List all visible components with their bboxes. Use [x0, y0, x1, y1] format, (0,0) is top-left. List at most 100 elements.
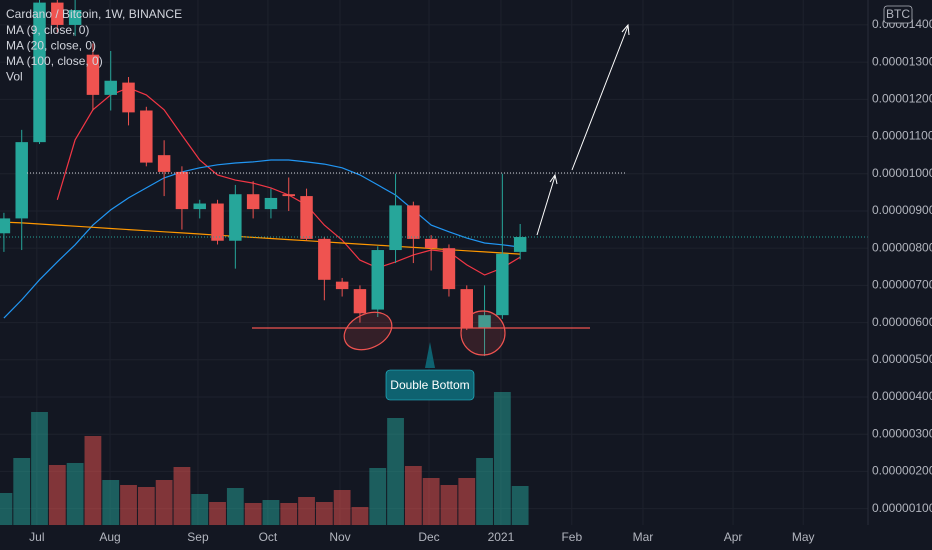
ma-line — [3, 221, 521, 255]
volume-bar — [404, 466, 422, 525]
x-tick-label: Sep — [187, 530, 209, 544]
x-tick-label: Mar — [633, 530, 654, 544]
candle-body — [478, 315, 491, 329]
volume-bar — [280, 503, 298, 525]
candle-body — [424, 238, 438, 249]
x-tick-label: Jul — [29, 530, 44, 544]
volume-bar — [209, 502, 226, 525]
candle-body — [353, 289, 367, 314]
y-tick-label: 0.00001100 — [872, 129, 932, 143]
y-tick-label: 0.00001200 — [872, 92, 932, 106]
volume-bar — [84, 436, 102, 525]
candle-body — [104, 80, 117, 95]
x-tick-label: Dec — [418, 530, 439, 544]
candle-body — [389, 205, 402, 251]
callout-text: Double Bottom — [390, 378, 469, 392]
y-tick-label: 0.00000800 — [872, 240, 932, 254]
volume-bar — [298, 497, 315, 525]
x-tick-label: Feb — [561, 530, 582, 544]
volume-bar — [440, 485, 458, 525]
candle-body — [122, 82, 135, 113]
volume-bar — [173, 467, 191, 525]
callout-pointer — [425, 342, 435, 368]
volume-bar — [66, 463, 84, 525]
y-tick-label: 0.00000200 — [872, 464, 932, 478]
volume-bar — [48, 465, 66, 525]
candle-body — [264, 197, 278, 210]
x-tick-label: 2021 — [488, 530, 515, 544]
x-tick-label: Nov — [329, 530, 350, 544]
candle-body — [442, 248, 456, 290]
volume-bar — [262, 500, 280, 525]
volume-bar — [102, 480, 120, 525]
candle-body — [335, 281, 349, 290]
time-axis — [0, 525, 868, 550]
candle-body — [371, 250, 384, 310]
candle-body — [193, 203, 206, 210]
y-tick-label: 0.00000100 — [872, 501, 932, 515]
candle-body — [513, 237, 527, 252]
volume-bar — [0, 493, 13, 525]
volume-bar — [351, 507, 369, 525]
currency-box — [883, 5, 913, 24]
legend-entry: MA (20, close, 0) — [6, 39, 96, 53]
volume-bar — [31, 412, 48, 525]
volume-bar — [369, 468, 387, 525]
y-tick-label: 0.00000300 — [872, 426, 932, 440]
chart-title: Cardano / Bitcoin, 1W, BINANCE — [6, 7, 182, 21]
candle-body — [51, 2, 64, 25]
y-tick-label: 0.00000700 — [872, 278, 932, 292]
ma-line — [3, 159, 521, 319]
volume-bar — [493, 392, 511, 525]
arrow-head — [549, 173, 558, 185]
arrow — [536, 175, 556, 236]
volume-bar — [315, 502, 333, 525]
candle-body — [460, 289, 473, 329]
candle-body — [282, 194, 295, 197]
drawings: Double Bottom — [27, 23, 630, 401]
candle-body — [33, 2, 46, 143]
volume-bar — [476, 458, 493, 525]
x-tick-label: May — [792, 530, 815, 544]
x-tick-label: Oct — [259, 530, 278, 544]
volume-bar — [333, 490, 351, 525]
legend-entry: MA (9, close, 0) — [6, 23, 89, 37]
candle-body — [211, 203, 224, 241]
volume-bar — [226, 488, 244, 525]
y-tick-label: 0.00000900 — [872, 203, 932, 217]
candle-body — [0, 218, 11, 234]
volume-bar — [458, 478, 476, 525]
legend-entry: MA (100, close, 0) — [6, 54, 103, 68]
bottom-ellipse — [460, 310, 506, 356]
y-tick-label: 0.00000500 — [872, 352, 932, 366]
candle-body — [175, 171, 189, 210]
y-tick-label: 0.00001000 — [872, 166, 932, 180]
arrow-head — [621, 23, 630, 36]
y-tick-label: 0.00000400 — [872, 389, 932, 403]
volume-bar — [155, 480, 173, 525]
x-tick-label: Aug — [99, 530, 120, 544]
candle-body — [15, 142, 28, 219]
arrow — [571, 25, 629, 171]
y-tick-label: 0.00000600 — [872, 315, 932, 329]
candle-body — [157, 155, 171, 172]
legend-entry: Vol — [6, 70, 23, 84]
volume-bar — [120, 485, 137, 525]
currency-label: BTC — [886, 7, 910, 21]
candle-body — [318, 238, 331, 280]
price-axis — [868, 0, 932, 550]
y-tick-label: 0.00001300 — [872, 54, 932, 68]
legend: Cardano / Bitcoin, 1W, BINANCE MA (9, cl… — [6, 7, 182, 84]
volume-bar — [387, 418, 404, 525]
volume-bar — [13, 458, 31, 525]
volume-bar — [244, 503, 262, 525]
bottom-ellipse — [343, 311, 393, 351]
volume-bar — [422, 478, 440, 525]
volume-bar — [511, 486, 529, 525]
volume-bar — [191, 494, 209, 525]
candle-body — [246, 194, 260, 210]
candle-body — [407, 205, 420, 239]
candle-body — [300, 196, 313, 239]
